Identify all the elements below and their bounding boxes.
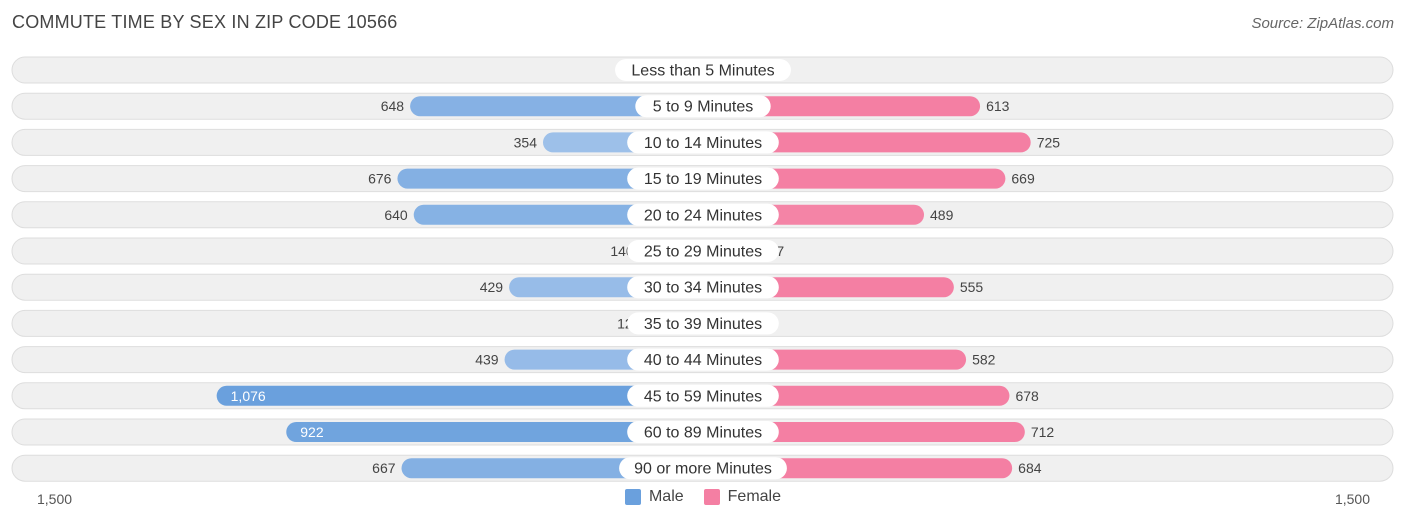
female-value-label: 613 xyxy=(986,98,1010,114)
category-label: 10 to 14 Minutes xyxy=(644,135,762,152)
category-pill xyxy=(627,348,779,371)
category-pill xyxy=(627,276,779,299)
male-value-label: 640 xyxy=(384,207,408,223)
male-value-label: 648 xyxy=(381,98,405,114)
female-bar xyxy=(703,168,1006,189)
male-value-label: 354 xyxy=(514,134,538,150)
category-label: 60 to 89 Minutes xyxy=(644,425,762,442)
category-label: 35 to 39 Minutes xyxy=(644,316,762,333)
category-label: 90 or more Minutes xyxy=(634,461,772,478)
category-pill xyxy=(619,457,787,480)
category-label: 15 to 19 Minutes xyxy=(644,171,762,188)
category-label: Less than 5 Minutes xyxy=(631,63,774,80)
category-label: 5 to 9 Minutes xyxy=(653,99,754,116)
male-bar xyxy=(397,168,703,189)
category-label: 45 to 59 Minutes xyxy=(644,388,762,405)
legend-label-female: Female xyxy=(727,488,782,505)
category-label: 25 to 29 Minutes xyxy=(644,244,762,261)
category-pill xyxy=(627,384,779,407)
category-pill xyxy=(627,421,779,443)
legend-item-female[interactable]: Female xyxy=(703,488,782,506)
female-value-label: 489 xyxy=(930,207,954,223)
female-bar xyxy=(703,132,1031,153)
female-value-label: 678 xyxy=(1015,388,1039,404)
category-label: 30 to 34 Minutes xyxy=(644,280,762,297)
male-swatch xyxy=(624,489,641,505)
chart-title: COMMUTE TIME BY SEX IN ZIP CODE 10566 xyxy=(12,12,398,32)
male-value-label: 667 xyxy=(372,460,396,476)
category-pill xyxy=(627,131,779,154)
male-bar xyxy=(216,385,703,406)
category-label: 20 to 24 Minutes xyxy=(644,207,762,224)
axis-label-right: 1,500 xyxy=(1334,491,1370,507)
category-pill xyxy=(627,203,779,226)
female-value-label: 712 xyxy=(1031,424,1055,440)
category-pill xyxy=(627,312,779,335)
male-bar xyxy=(286,422,703,442)
source-note: Source: ZipAtlas.com xyxy=(1251,15,1394,32)
female-value-label: 582 xyxy=(972,352,996,368)
female-bar xyxy=(703,96,981,117)
female-value-label: 669 xyxy=(1011,171,1035,187)
female-bar xyxy=(703,385,1010,406)
female-value-label: 725 xyxy=(1037,134,1061,150)
female-bar xyxy=(703,422,1025,442)
category-pill xyxy=(615,59,791,81)
male-value-label: 922 xyxy=(300,424,324,440)
female-value-label: 684 xyxy=(1018,460,1042,476)
male-value-label: 429 xyxy=(480,279,504,295)
legend-item-male[interactable]: Male xyxy=(624,488,684,506)
category-pill xyxy=(635,95,771,118)
category-label: 40 to 44 Minutes xyxy=(644,352,762,369)
axis-label-left: 1,500 xyxy=(37,491,73,507)
male-bar xyxy=(410,96,703,117)
legend: Male Female xyxy=(0,488,1406,506)
male-value-label: 1,076 xyxy=(231,388,266,404)
female-value-label: 555 xyxy=(960,279,984,295)
category-pill xyxy=(627,167,779,190)
female-swatch xyxy=(703,489,720,505)
category-pill xyxy=(627,240,779,262)
legend-label-male: Male xyxy=(648,488,684,505)
male-value-label: 439 xyxy=(475,352,499,368)
male-value-label: 676 xyxy=(368,171,392,187)
